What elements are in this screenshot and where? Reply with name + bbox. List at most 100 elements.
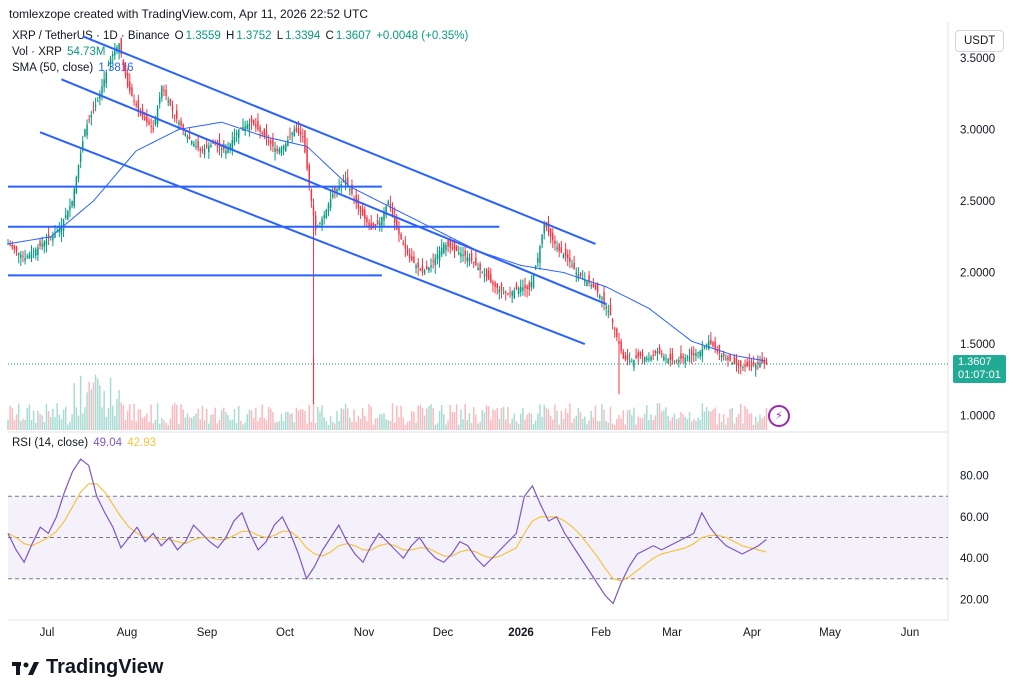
volume-bar (90, 389, 93, 430)
volume-bar (731, 407, 733, 430)
candle-body (349, 189, 351, 191)
volume-bar (569, 403, 571, 430)
volume-bar (648, 420, 650, 430)
volume-bar (299, 409, 302, 430)
candle-body (139, 113, 142, 116)
candle-body (252, 119, 255, 125)
candle-body (652, 354, 654, 356)
candle-body (438, 251, 441, 262)
candle-body (182, 124, 184, 130)
volume-bar (554, 404, 556, 430)
volume-bar (616, 419, 618, 430)
candle-body (75, 177, 78, 194)
volume-bar (146, 413, 148, 430)
candle-body (37, 247, 39, 256)
volume-bar (374, 418, 377, 430)
rsi-value: 49.04 (93, 437, 123, 449)
volume-bar (539, 404, 541, 430)
candle-body (28, 254, 31, 259)
candle-body (712, 341, 714, 347)
candle-body (327, 204, 330, 212)
volume-bar (419, 404, 422, 430)
volume-bar (210, 415, 212, 430)
candle-body (566, 254, 569, 259)
candle-body (443, 243, 445, 253)
volume-bar (534, 420, 537, 430)
candle-body (722, 353, 725, 357)
volume-bar (667, 415, 669, 430)
volume-bar (240, 420, 242, 430)
volume-bar (267, 407, 270, 430)
candle-body (250, 117, 253, 123)
volume-bar (492, 409, 494, 430)
candle-body (716, 349, 719, 352)
candle-body (663, 356, 665, 361)
volume-bar (530, 413, 533, 430)
candle-body (13, 245, 16, 250)
candle-body (77, 165, 80, 179)
volume-bar (71, 414, 73, 430)
volume-bar (631, 415, 633, 430)
volume-bar (547, 409, 550, 430)
candle-body (481, 272, 484, 274)
candle-body (26, 256, 28, 258)
candle-body (735, 358, 738, 365)
volume-bar (601, 403, 603, 430)
volume-bar (759, 414, 761, 430)
lightning-icon[interactable]: ⚡ (768, 405, 790, 427)
candle-body (472, 261, 475, 263)
volume-bar (336, 410, 338, 430)
candle-body (430, 265, 432, 268)
volume-bar (154, 419, 157, 430)
candle-body (624, 355, 627, 360)
candle-body (186, 136, 189, 139)
volume-bar (464, 403, 466, 430)
volume-bar (143, 416, 146, 430)
volume-bar (620, 418, 622, 430)
candle-body (86, 124, 88, 136)
candle-body (244, 125, 246, 131)
candle-body (299, 131, 302, 135)
volume-bar (122, 404, 125, 430)
candle-body (163, 89, 165, 92)
candle-body (754, 364, 757, 370)
candle-body (742, 367, 744, 369)
candle-body (620, 341, 622, 352)
candle-body (154, 118, 157, 125)
candle-body (398, 227, 400, 235)
volume-bar (765, 407, 768, 430)
candle-body (686, 356, 689, 358)
volume-bar (411, 411, 413, 430)
volume-bar (338, 420, 340, 430)
volume-bar (423, 415, 426, 430)
candle-body (11, 244, 14, 248)
candle-body (178, 122, 180, 125)
candle-body (79, 153, 82, 162)
candle-body (43, 242, 46, 247)
candle-body (605, 306, 607, 309)
volume-bar (669, 420, 672, 430)
candle-body (428, 267, 430, 271)
candle-body (129, 81, 131, 92)
candle-body (434, 258, 437, 266)
candle-body (325, 209, 328, 218)
volume-bar (594, 405, 597, 430)
candle-body (594, 284, 597, 290)
last-price-tag: 1.3607 01:07:01 (953, 355, 1006, 383)
volume-bar (77, 415, 80, 430)
candle-body (216, 145, 219, 147)
candle-body (660, 353, 663, 355)
currency-button[interactable]: USDT (955, 30, 1005, 52)
candle-body (667, 359, 669, 364)
volume-bar (622, 410, 625, 430)
candle-body (58, 229, 61, 232)
candle-body (45, 240, 48, 246)
volume-bar (408, 420, 411, 430)
volume-bar (304, 410, 306, 430)
volume-bar (596, 420, 599, 430)
rsi-pane (7, 458, 948, 605)
volume-bar (637, 416, 639, 430)
candle-body (733, 356, 736, 365)
volume-bar (306, 423, 308, 430)
